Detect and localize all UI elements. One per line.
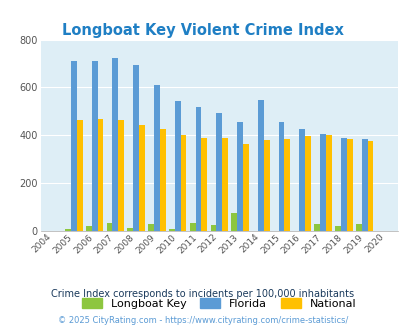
Text: © 2025 CityRating.com - https://www.cityrating.com/crime-statistics/: © 2025 CityRating.com - https://www.city… (58, 315, 347, 325)
Bar (153, 84, 160, 231)
Bar (257, 100, 263, 231)
Bar (210, 225, 216, 231)
Bar (346, 139, 352, 231)
Bar (201, 138, 207, 231)
Bar (180, 135, 186, 231)
Bar (237, 122, 242, 231)
Legend: Longboat Key, Florida, National: Longboat Key, Florida, National (78, 294, 360, 313)
Text: Crime Index corresponds to incidents per 100,000 inhabitants: Crime Index corresponds to incidents per… (51, 289, 354, 299)
Bar (127, 228, 133, 231)
Bar (325, 135, 331, 231)
Bar (320, 134, 325, 231)
Bar (216, 113, 222, 231)
Bar (77, 120, 82, 231)
Bar (313, 224, 320, 231)
Bar (112, 57, 118, 231)
Text: Longboat Key Violent Crime Index: Longboat Key Violent Crime Index (62, 23, 343, 38)
Bar (361, 139, 367, 231)
Bar (107, 223, 112, 231)
Bar (168, 229, 175, 231)
Bar (71, 61, 77, 231)
Bar (334, 226, 340, 231)
Bar (133, 65, 139, 231)
Bar (160, 129, 165, 231)
Bar (65, 229, 71, 231)
Bar (305, 136, 310, 231)
Bar (139, 124, 145, 231)
Bar (195, 107, 201, 231)
Bar (189, 223, 195, 231)
Bar (231, 213, 237, 231)
Bar (367, 141, 373, 231)
Bar (222, 138, 227, 231)
Bar (86, 226, 92, 231)
Bar (242, 144, 248, 231)
Bar (340, 138, 346, 231)
Bar (355, 224, 361, 231)
Bar (263, 140, 269, 231)
Bar (118, 120, 124, 231)
Bar (284, 139, 290, 231)
Bar (298, 129, 305, 231)
Bar (175, 101, 180, 231)
Bar (92, 61, 97, 231)
Bar (148, 224, 153, 231)
Bar (278, 122, 284, 231)
Bar (97, 118, 103, 231)
